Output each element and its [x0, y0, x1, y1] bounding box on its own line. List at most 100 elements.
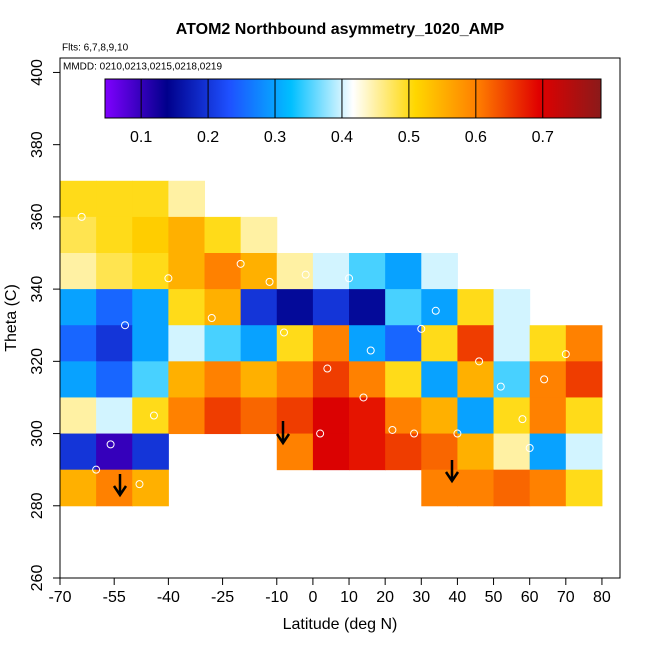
- x-tick-label: 30: [412, 589, 430, 606]
- sample-point: [366, 346, 375, 355]
- sample-point: [164, 274, 173, 283]
- heat-cell: [168, 216, 206, 254]
- heat-cell: [132, 216, 169, 254]
- heat-cell: [385, 433, 422, 471]
- x-tick-label: 40: [449, 589, 467, 606]
- heat-cell: [204, 253, 242, 290]
- heat-cell: [457, 433, 495, 471]
- plot-frame: [59, 57, 621, 579]
- x-tick-label: 70: [557, 589, 575, 606]
- heat-cell: [132, 433, 169, 471]
- heat-cell: [276, 325, 314, 362]
- sample-point: [475, 357, 484, 366]
- heat-cell: [565, 325, 603, 362]
- heat-cell: [565, 397, 603, 435]
- heat-cell: [60, 433, 97, 471]
- sample-point: [431, 306, 440, 315]
- heat-cell: [312, 325, 350, 362]
- heat-cell: [132, 253, 169, 290]
- sample-point: [135, 480, 144, 489]
- heat-cell: [204, 325, 242, 362]
- y-axis-label: Theta (C): [3, 284, 20, 352]
- heat-cell: [132, 180, 169, 218]
- heat-cell: [96, 216, 133, 254]
- sample-point: [417, 324, 426, 333]
- colorbar-tick-label: 0.1: [130, 129, 152, 146]
- heat-cell: [60, 469, 97, 507]
- sample-point: [149, 411, 158, 420]
- heat-cell: [349, 397, 386, 435]
- x-tick-label: -25: [211, 589, 234, 606]
- heat-cell: [276, 289, 314, 326]
- heat-cell: [240, 361, 278, 398]
- heat-cell: [493, 361, 531, 398]
- heat-cell: [204, 361, 242, 398]
- heat-cell: [421, 253, 458, 290]
- heat-cell: [276, 253, 314, 290]
- heat-cell: [385, 289, 422, 326]
- heat-cell: [168, 361, 206, 398]
- y-tick-label: 260: [29, 565, 46, 592]
- x-tick-label: -40: [157, 589, 180, 606]
- x-tick-label: -70: [48, 589, 71, 606]
- heat-cell: [349, 361, 386, 398]
- heat-cell: [529, 433, 567, 471]
- heat-cell: [60, 361, 97, 398]
- heat-cell: [421, 289, 458, 326]
- sample-point: [453, 429, 462, 438]
- y-tick-label: 380: [29, 131, 46, 158]
- annotation: MMDD: 0210,0213,0215,0218,0219: [63, 62, 222, 73]
- heat-cell: [60, 325, 97, 362]
- heat-cell: [60, 253, 97, 290]
- y-tick-label: 300: [29, 420, 46, 447]
- sample-point: [301, 270, 310, 279]
- heat-cell: [60, 289, 97, 326]
- heat-cell: [385, 253, 422, 290]
- sample-point: [525, 444, 534, 452]
- heat-cell: [240, 289, 278, 326]
- sample-point: [496, 382, 505, 391]
- sample-point: [121, 321, 130, 330]
- heat-cell: [204, 397, 242, 435]
- heat-cell: [529, 469, 567, 507]
- subtitle: Flts: 6,7,8,9,10: [62, 43, 129, 54]
- x-tick-label: -55: [103, 589, 126, 606]
- heat-cell: [168, 253, 206, 290]
- y-tick-label: 280: [29, 492, 46, 519]
- x-tick-label: -10: [265, 589, 288, 606]
- colorbar-tick-label: 0.6: [465, 129, 487, 146]
- sample-point: [323, 364, 332, 373]
- heat-cell: [60, 397, 97, 435]
- colorbar-tick-label: 0.7: [532, 129, 554, 146]
- heat-cell: [96, 180, 133, 218]
- heat-cell: [168, 325, 206, 362]
- heat-cell: [312, 289, 350, 326]
- sample-point: [388, 425, 397, 434]
- x-tick-label: 10: [340, 589, 358, 606]
- sample-point: [280, 328, 288, 337]
- colorbar: [104, 78, 602, 119]
- heat-cell: [529, 325, 567, 362]
- x-tick-label: 60: [521, 589, 539, 606]
- sample-point: [410, 429, 419, 438]
- heat-cell: [385, 361, 422, 398]
- sample-point: [518, 415, 527, 424]
- sample-point: [561, 350, 570, 359]
- heat-cell: [240, 325, 278, 362]
- heat-cell: [493, 289, 531, 326]
- y-tick-label: 340: [29, 276, 46, 303]
- y-tick-label: 320: [29, 348, 46, 375]
- arrows: [112, 421, 460, 498]
- x-tick-label: 20: [376, 589, 394, 606]
- heat-cell: [457, 469, 495, 507]
- heat-cell: [565, 433, 603, 471]
- heat-cell: [312, 433, 350, 471]
- heat-cell: [493, 397, 531, 435]
- heat-cell: [457, 325, 495, 362]
- heat-cell: [168, 180, 206, 218]
- sample-point: [236, 259, 245, 268]
- arrow: [112, 474, 128, 498]
- heat-cell: [96, 253, 133, 290]
- colorbar-tick-label: 0.4: [331, 129, 353, 146]
